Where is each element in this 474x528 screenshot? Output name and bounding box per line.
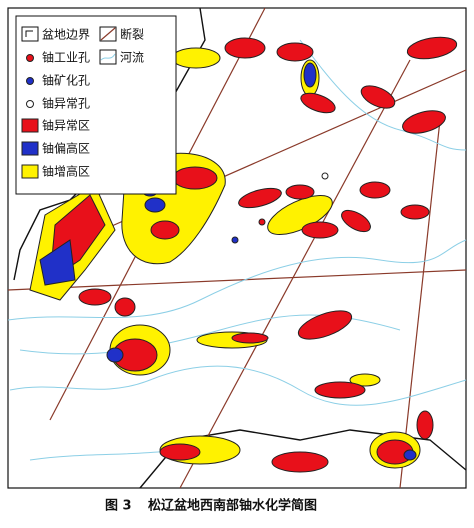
figure-number: 图 3 xyxy=(105,499,132,514)
legend-label: 铀偏高区 xyxy=(42,141,90,156)
legend-label: 铀异常孔 xyxy=(42,97,90,111)
legend-label: 铀矿化孔 xyxy=(42,74,90,88)
legend-box xyxy=(15,15,177,195)
legend-label: 铀异常区 xyxy=(42,119,90,133)
legend-label: 铀增高区 xyxy=(42,164,90,179)
figure-title: 松辽盆地西南部铀水化学简图 xyxy=(148,498,317,514)
legend-label: 铀工业孔 xyxy=(42,51,90,65)
legend-label: 断裂 xyxy=(120,27,144,42)
legend-label: 盆地边界 xyxy=(42,28,90,42)
anomaly-zones xyxy=(29,36,458,473)
legend: 盆地边界 断裂 铀工业孔 河流 铀矿化孔 铀异常孔 铀异常区 铀偏高区 铀增高区 xyxy=(21,26,144,179)
legend-label: 河流 xyxy=(120,51,144,65)
